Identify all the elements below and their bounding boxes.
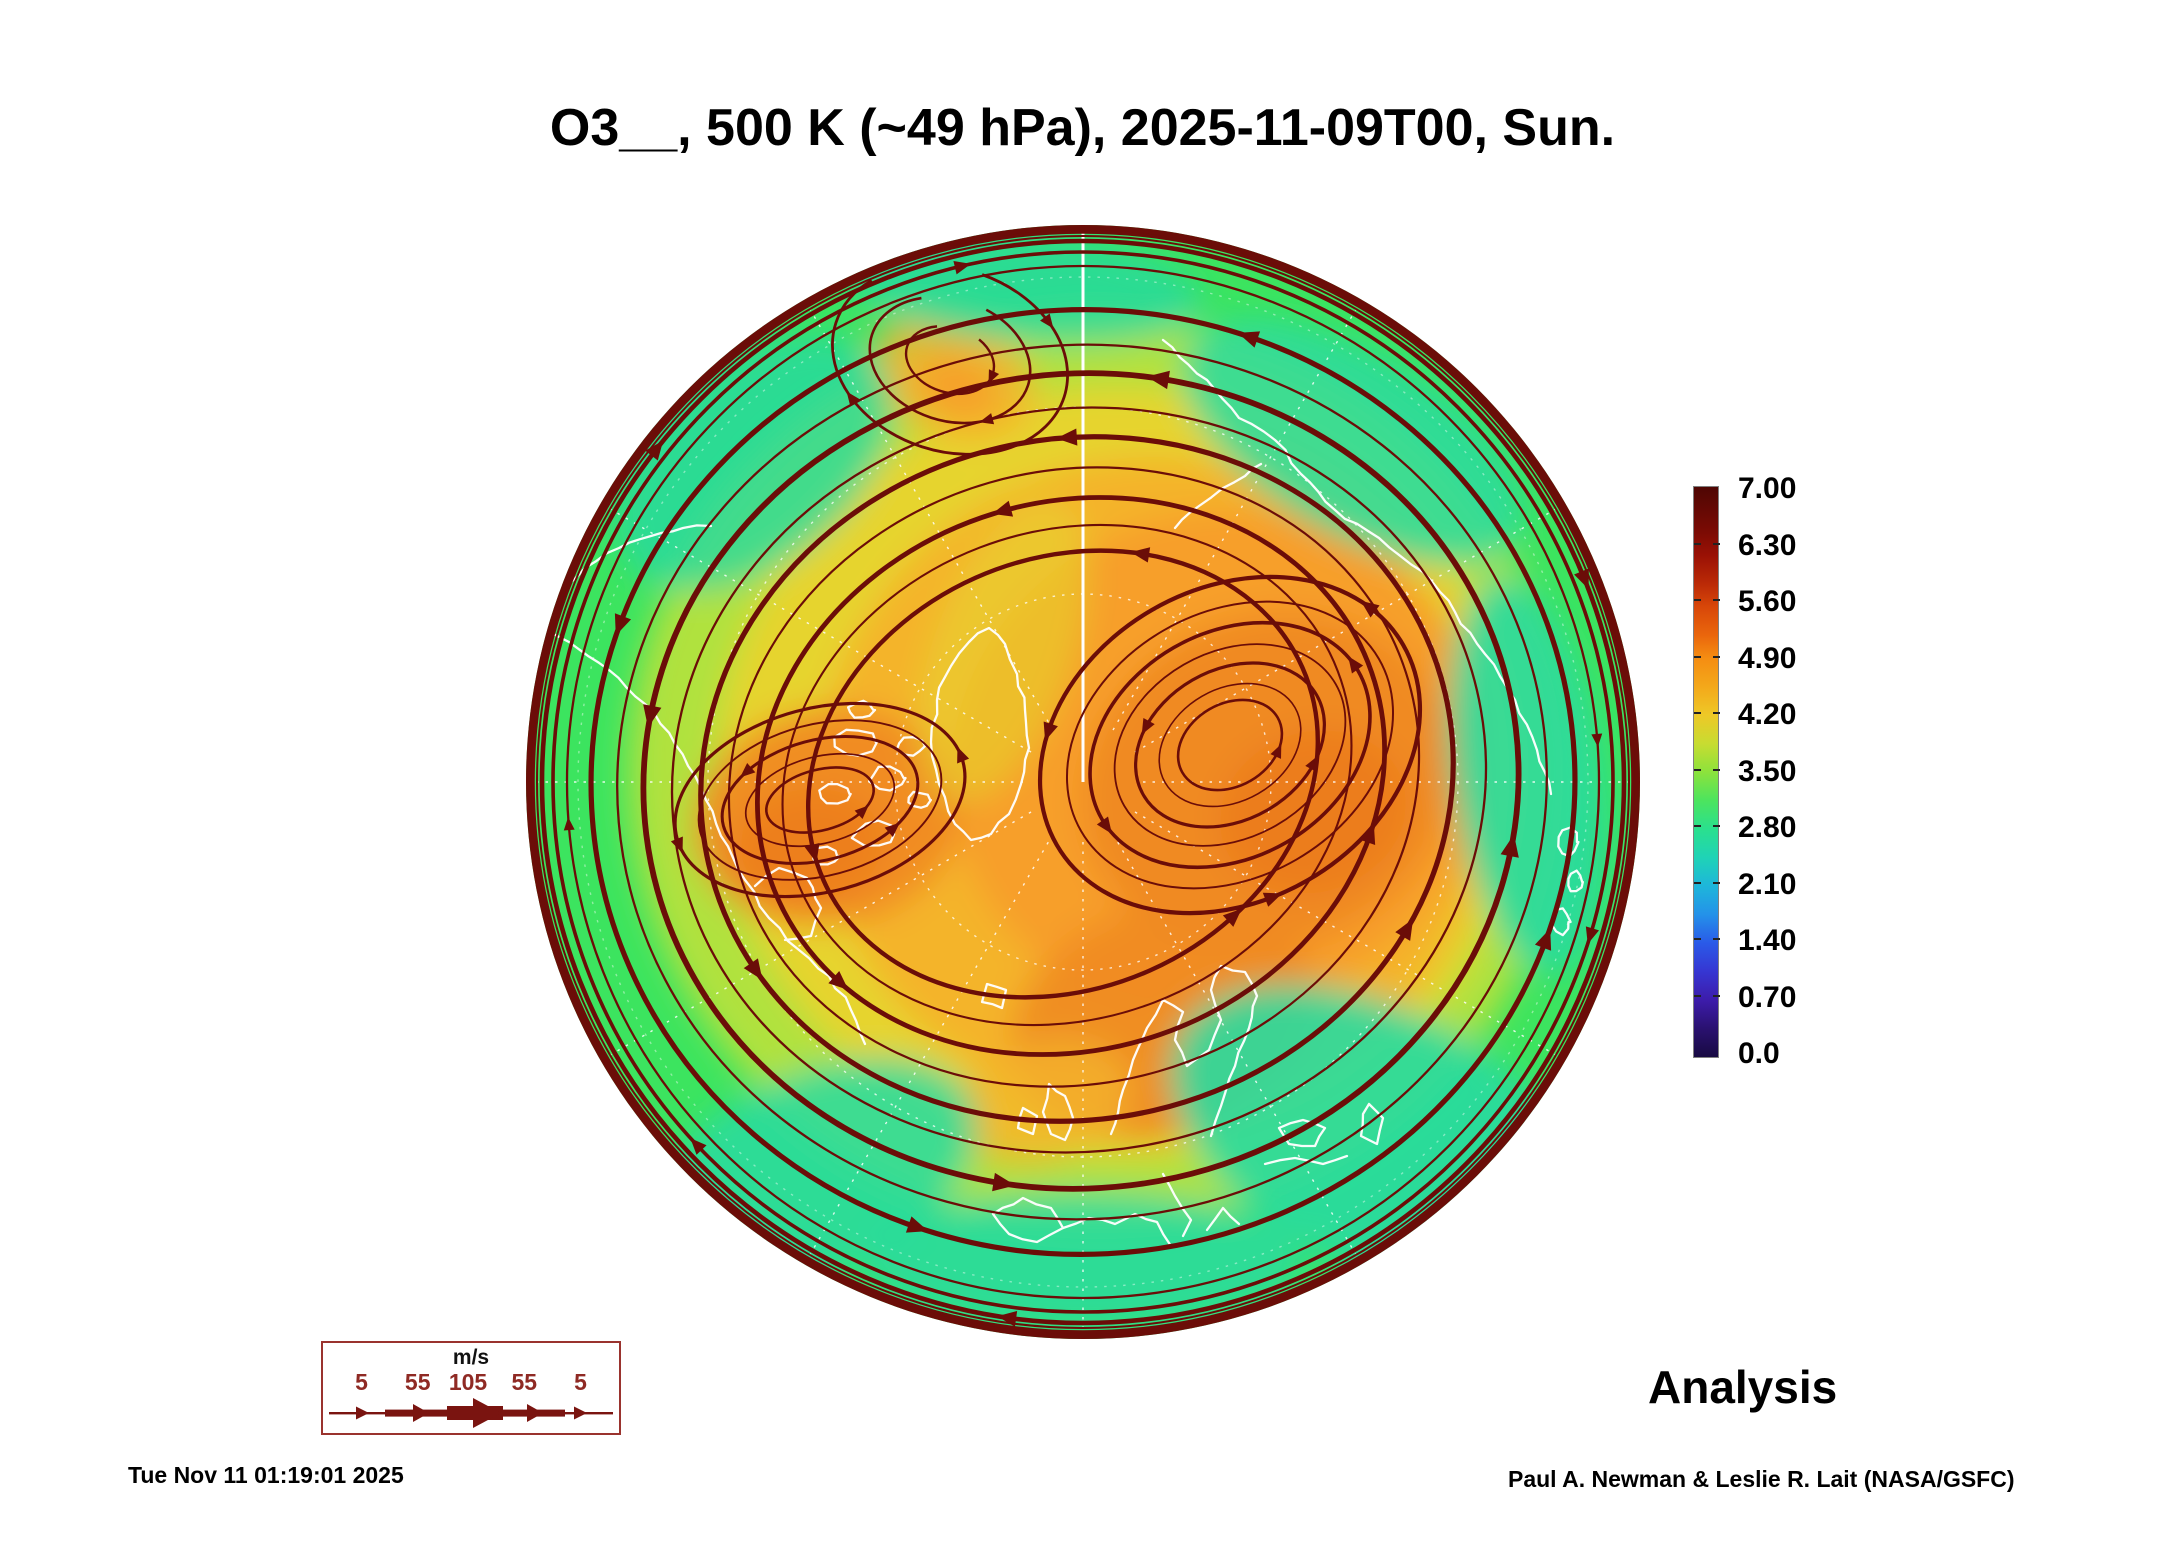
colorbar-tick xyxy=(1713,542,1720,545)
colorbar-tick xyxy=(1694,655,1701,658)
colorbar-tick xyxy=(1713,994,1720,997)
wind-unit-label: m/s xyxy=(452,1346,490,1369)
colorbar-tick xyxy=(1713,938,1720,940)
wind-speed-value: 105 xyxy=(448,1369,488,1395)
colorbar-tick xyxy=(1713,599,1720,601)
timestamp: Tue Nov 11 01:19:01 2025 xyxy=(128,1462,404,1488)
colorbar-tick xyxy=(1694,994,1701,997)
wind-speed-value: 55 xyxy=(511,1369,538,1395)
colorbar-tick-label: 1.40 xyxy=(1738,924,1797,957)
colorbar-tick xyxy=(1694,938,1701,940)
wind-speed-value: 5 xyxy=(574,1369,587,1395)
colorbar xyxy=(1693,486,1720,1058)
colorbar-tick xyxy=(1713,881,1720,884)
analysis-label: Analysis xyxy=(1648,1361,1838,1413)
colorbar-tick-label: 4.90 xyxy=(1738,641,1797,675)
colorbar-tick xyxy=(1713,655,1720,658)
polar-map-globe xyxy=(526,225,1640,1339)
colorbar-tick xyxy=(1713,825,1720,827)
colorbar-tick-label: 0.70 xyxy=(1738,980,1797,1014)
colorbar-tick-label: 3.50 xyxy=(1738,754,1797,788)
colorbar-tick-label: 2.10 xyxy=(1738,867,1797,901)
map-rim xyxy=(526,225,1640,1339)
colorbar-tick-label: 5.60 xyxy=(1738,585,1797,618)
colorbar-tick xyxy=(1694,825,1701,827)
colorbar-tick xyxy=(1713,768,1720,771)
wind-speed-value: 5 xyxy=(355,1369,368,1395)
colorbar-tick xyxy=(1694,881,1701,884)
map-clip-group xyxy=(526,225,1640,1339)
colorbar-tick-label: 6.30 xyxy=(1738,528,1797,562)
colorbar-tick-label: 2.80 xyxy=(1738,811,1797,844)
colorbar-tick xyxy=(1713,712,1720,714)
colorbar-tick-label: 7.00 xyxy=(1738,472,1797,505)
wind-speed-value: 55 xyxy=(404,1369,431,1395)
wind-arrow-glyph xyxy=(329,1398,613,1428)
colorbar-tick-label: 4.20 xyxy=(1738,698,1797,731)
colorbar-tick xyxy=(1694,542,1701,545)
credit: Paul A. Newman & Leslie R. Lait (NASA/GS… xyxy=(1508,1466,2015,1492)
colorbar-tick-label: 0.0 xyxy=(1738,1037,1780,1070)
plot-title: O3__, 500 K (~49 hPa), 2025-11-09T00, Su… xyxy=(549,99,1616,157)
wind-speed-legend: m/s 5 55 105 55 5 xyxy=(321,1341,621,1435)
colorbar-tick xyxy=(1694,768,1701,771)
wind-streamlines xyxy=(529,228,1637,1336)
colorbar-tick xyxy=(1694,599,1701,601)
colorbar-tick xyxy=(1694,712,1701,714)
